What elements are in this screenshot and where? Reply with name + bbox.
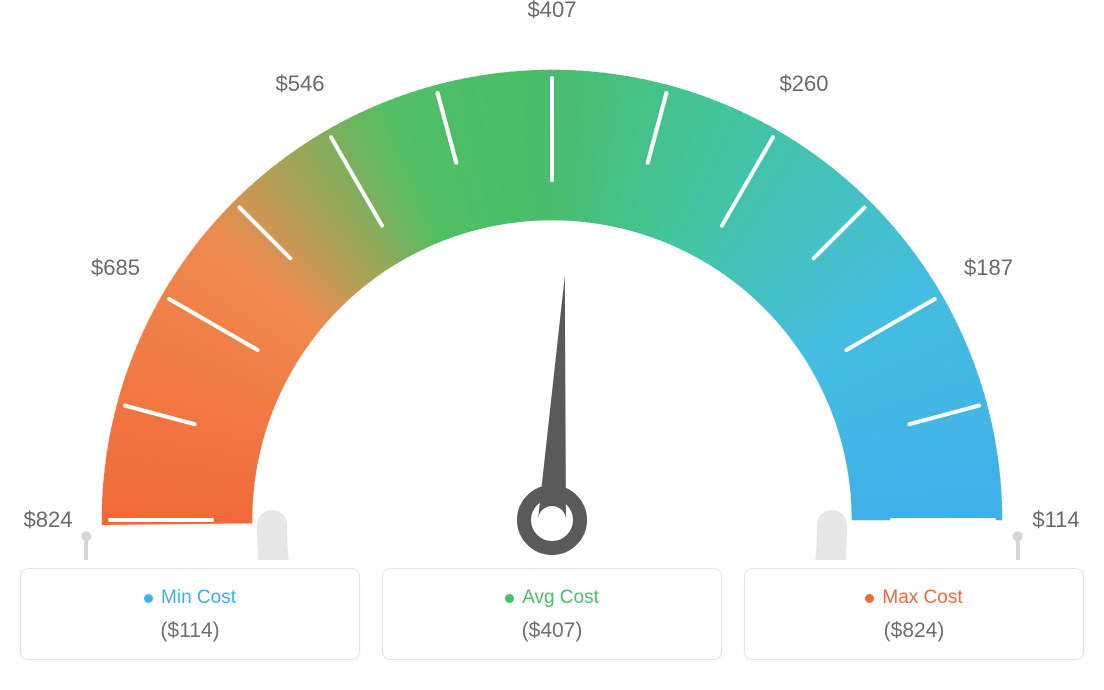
gauge-tick-label: $546 bbox=[276, 71, 325, 97]
legend-max-label: Max Cost bbox=[865, 587, 962, 609]
gauge-tick-label: $187 bbox=[964, 255, 1013, 281]
legend-row: Min Cost ($114) Avg Cost ($407) Max Cost… bbox=[20, 568, 1084, 660]
legend-avg-value: ($407) bbox=[393, 619, 711, 643]
legend-min-value: ($114) bbox=[31, 619, 349, 643]
legend-max-value: ($824) bbox=[755, 619, 1073, 643]
cost-gauge: $114$187$260$407$546$685$824 bbox=[20, 20, 1084, 560]
gauge-tick-label: $114 bbox=[1032, 507, 1079, 533]
legend-card-avg: Avg Cost ($407) bbox=[382, 568, 722, 660]
gauge-tick-label: $407 bbox=[528, 0, 577, 23]
gauge-tick-label: $824 bbox=[24, 507, 73, 533]
gauge-svg bbox=[20, 20, 1084, 560]
legend-card-min: Min Cost ($114) bbox=[20, 568, 360, 660]
legend-avg-label: Avg Cost bbox=[505, 587, 599, 609]
gauge-tick-label: $685 bbox=[91, 255, 140, 281]
legend-card-max: Max Cost ($824) bbox=[744, 568, 1084, 660]
gauge-tick-label: $260 bbox=[780, 71, 829, 97]
legend-min-label: Min Cost bbox=[144, 587, 236, 609]
